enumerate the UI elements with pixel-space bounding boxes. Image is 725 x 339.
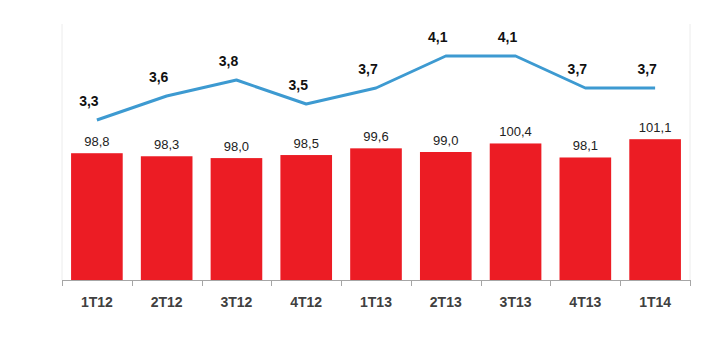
x-tick: [690, 280, 691, 286]
line-label: 3,7: [568, 61, 588, 77]
bar-label: 98,3: [154, 137, 179, 152]
bar: [280, 155, 332, 280]
x-tick: [62, 280, 63, 286]
bar-label: 101,1: [639, 120, 672, 135]
bar-label: 99,0: [433, 133, 458, 148]
x-tick-label: 2T13: [430, 294, 462, 310]
bar: [350, 148, 402, 280]
bar-label: 100,4: [499, 124, 532, 139]
bar: [490, 143, 542, 280]
x-tick: [132, 280, 133, 286]
bar-label: 98,8: [84, 134, 109, 149]
bar-label: 99,6: [363, 129, 388, 144]
x-tick: [411, 280, 412, 286]
x-tick-label: 4T13: [569, 294, 601, 310]
x-axis-line: [62, 280, 690, 281]
x-tick: [202, 280, 203, 286]
bar-label: 98,1: [573, 138, 598, 153]
x-tick: [271, 280, 272, 286]
bar-label: 98,5: [294, 136, 319, 151]
line-label: 3,7: [637, 61, 657, 77]
bar-label: 98,0: [224, 139, 249, 154]
line-label: 3,6: [149, 69, 169, 85]
line-label: 3,3: [79, 93, 99, 109]
x-tick-label: 1T12: [81, 294, 113, 310]
x-tick-label: 2T12: [151, 294, 183, 310]
line-label: 3,7: [358, 61, 378, 77]
x-tick: [620, 280, 621, 286]
bar: [629, 139, 681, 280]
x-tick: [341, 280, 342, 286]
y2-axis-line: [690, 24, 691, 280]
x-tick-label: 4T12: [290, 294, 322, 310]
line-label: 3,5: [288, 77, 308, 93]
line-label: 3,8: [219, 53, 239, 69]
chart: 98,8 98,3 98,0 98,5 99,6 99,0 100,4 98,1 101,1 3,…: [0, 0, 725, 339]
x-tick-label: 1T13: [360, 294, 392, 310]
x-tick-label: 3T12: [220, 294, 252, 310]
bar: [71, 153, 123, 280]
x-tick-label: 1T14: [639, 294, 671, 310]
data-labels: 98,8 98,3 98,0 98,5 99,6 99,0 100,4 98,1 101,1 3,…: [79, 29, 671, 154]
x-tick: [481, 280, 482, 286]
bar: [211, 158, 263, 280]
x-tick-label: 3T13: [500, 294, 532, 310]
plot-marks: [71, 56, 681, 280]
bar: [141, 156, 193, 280]
bar: [560, 157, 612, 280]
line-label: 4,1: [498, 29, 518, 45]
bar: [420, 152, 472, 280]
y-axis-line: [62, 24, 63, 280]
x-tick: [550, 280, 551, 286]
line-label: 4,1: [428, 29, 448, 45]
line: [97, 56, 655, 120]
